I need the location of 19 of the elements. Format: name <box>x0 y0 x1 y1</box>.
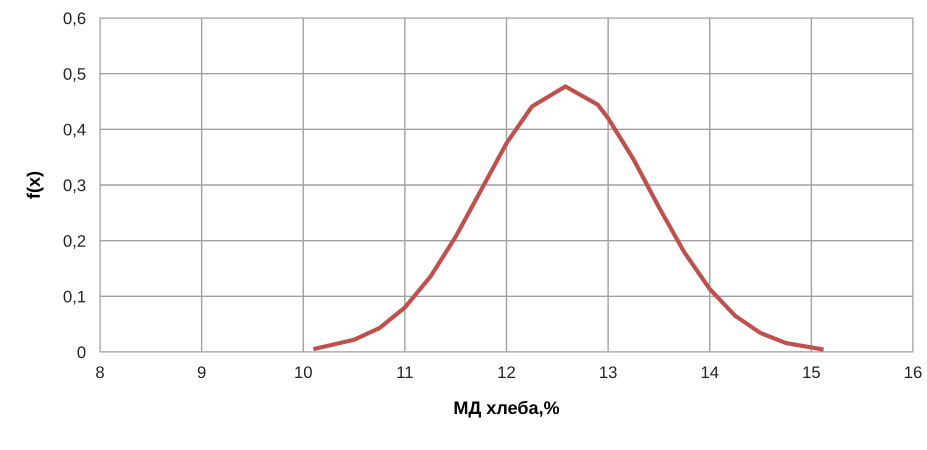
x-axis-title: МД хлеба,% <box>454 400 560 418</box>
y-tick-label: 0,2 <box>64 235 86 249</box>
x-tick-label: 10 <box>295 366 312 378</box>
x-tick-label: 9 <box>198 366 206 378</box>
y-tick-label: 0,1 <box>64 290 86 305</box>
x-tick-label: 16 <box>905 366 922 378</box>
line-series <box>313 84 824 352</box>
y-tick-label: 0,5 <box>64 68 86 82</box>
y-axis-title: f(x) <box>26 172 44 199</box>
x-tick-label: 11 <box>397 366 413 378</box>
y-tick-label: 0,4 <box>64 124 86 138</box>
y-tick-label: 0 <box>77 346 86 358</box>
y-tick-label: 0,6 <box>64 12 86 26</box>
y-tick-label: 0,3 <box>64 179 86 194</box>
x-tick-label: 8 <box>96 366 104 378</box>
x-tick-label: 13 <box>600 366 617 378</box>
x-tick-label: 14 <box>702 366 719 378</box>
x-tick-label: 12 <box>498 366 515 378</box>
x-tick-label: 15 <box>803 366 820 378</box>
